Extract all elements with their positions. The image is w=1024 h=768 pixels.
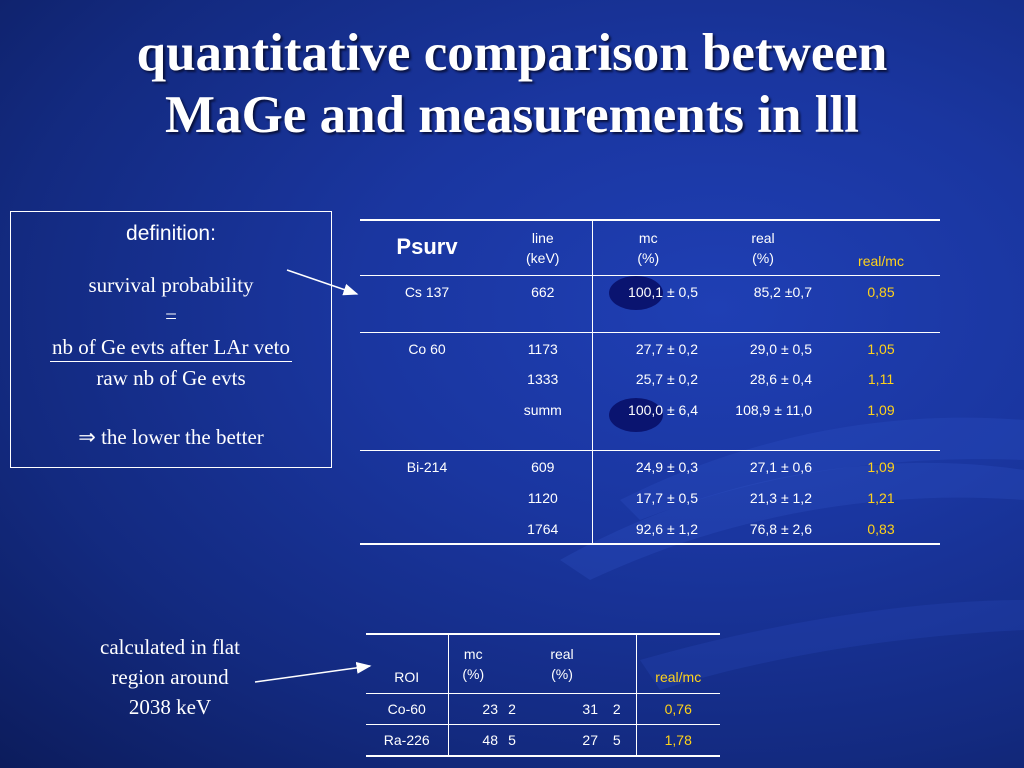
source-cell: Bi-214 [406,459,448,475]
header-ratio: real/mc [858,253,904,269]
header-psurv: Psurv [396,234,458,259]
table-row: Co-60 23 2 31 2 0,76 [366,693,720,725]
ratio-cell: 0,85 [867,284,895,300]
ratio-cell: 1,11 [867,371,895,387]
calculation-note: calculated in flat region around 2038 ke… [70,632,270,722]
definition-conclusion: ⇒ the lower the better [11,422,331,453]
definition-equals: = [165,304,177,328]
table-row: 1333 25,7 ± 0,2 28,6 ± 0,4 1,11 [360,363,940,394]
ratio-cell: 1,09 [867,402,895,418]
ratio-cell: 1,78 [635,724,720,757]
mc-err-cell: 2 [498,693,526,725]
real-cell: 76,8 ± 2,6 [704,512,822,545]
real-cell: 31 [526,693,598,725]
real-cell: 85,2 ±0,7 [753,284,812,300]
mc-cell: 25,7 ± 0,2 [591,363,704,394]
table-row: Bi-214 609 24,9 ± 0,3 27,1 ± 0,6 1,09 [360,450,940,482]
real-err-cell: 5 [598,724,636,757]
header-line: line [531,230,554,246]
table-row: 1120 17,7 ± 0,5 21,3 ± 1,2 1,21 [360,481,940,513]
real-cell: 108,9 ± 11,0 [735,402,812,418]
slide-title: quantitative comparison between MaGe and… [0,22,1024,146]
mc-cell: 100,1 ± 0,5 [591,275,704,307]
arrow-note-to-roi-table [254,661,372,683]
conclusion-text: the lower the better [101,425,264,449]
header-mc: mc [463,646,483,662]
header-mc: mc [638,230,658,246]
roi-header-row: ROI mc (%) real (%) real/mc [366,633,720,694]
mc-cell: 92,6 ± 1,2 [591,512,704,545]
table-row: Cs 137 662 100,1 ± 0,5 85,2 ±0,7 0,85 [360,275,940,307]
line-cell: 662 [531,284,555,300]
header-mc-unit: (%) [462,666,485,682]
real-cell: 21,3 ± 1,2 [749,489,812,506]
group-spacer [360,306,940,333]
group-spacer [360,425,940,451]
mc-cell: 100,0 ± 6,4 [591,394,704,425]
table-row: Ra-226 48 5 27 5 1,78 [366,724,720,757]
line-cell: 609 [531,459,555,475]
mc-cell: 27,7 ± 0,2 [591,332,704,363]
roi-cell: Co-60 [366,693,448,725]
survival-probability-table: Psurv line (keV) mc (%) real (%) real/mc Cs… [360,219,940,545]
ratio-cell: 1,05 [867,340,895,357]
ratio-cell: 1,09 [867,459,895,475]
mc-err-cell: 5 [498,724,526,757]
implies-icon: ⇒ [78,425,96,449]
header-real-unit: (%) [551,666,573,682]
line-cell: 1333 [527,371,559,387]
header-real: real [751,230,775,246]
ratio-cell: 0,83 [822,512,940,545]
mc-cell: 17,7 ± 0,5 [591,481,704,513]
source-cell: Cs 137 [404,284,450,300]
line-cell: 1173 [527,340,558,357]
line-cell: 1120 [527,489,558,506]
header-real: real [550,646,574,662]
mc-cell: 23 [447,693,498,725]
real-err-cell: 2 [598,693,636,725]
table-row: 1764 92,6 ± 1,2 76,8 ± 2,6 0,83 [360,512,940,545]
definition-numerator: nb of Ge evts after LAr veto [50,334,292,362]
header-roi: ROI [366,633,448,694]
mc-cell: 48 [447,724,498,757]
source-cell: Co 60 [408,340,446,357]
title-line-2: MaGe and measurements in lll [165,86,859,144]
title-line-1: quantitative comparison between [136,24,888,82]
note-line-1: calculated in flat [100,635,240,659]
roi-cell: Ra-226 [366,724,448,757]
roi-table: ROI mc (%) real (%) real/mc Co-60 23 2 31 … [366,633,720,757]
line-cell: 1764 [494,512,592,545]
real-cell: 29,0 ± 0,5 [749,340,812,357]
real-cell: 28,6 ± 0,4 [749,371,812,387]
ratio-cell: 0,76 [635,693,720,725]
note-line-2: region around [111,665,229,689]
table-header-row: Psurv line (keV) mc (%) real (%) real/mc [360,219,940,276]
definition-heading: definition: [126,222,216,245]
ratio-cell: 1,21 [867,489,895,506]
header-mc-unit: (%) [637,250,660,266]
line-cell: summ [523,402,562,418]
table-row: summ 100,0 ± 6,4 108,9 ± 11,0 1,09 [360,394,940,425]
header-line-unit: (keV) [526,250,560,266]
definition-denominator: raw nb of Ge evts [96,366,246,390]
header-real-unit: (%) [752,250,774,266]
table-row: Co 60 1173 27,7 ± 0,2 29,0 ± 0,5 1,05 [360,332,940,363]
definition-line-1: survival probability [88,273,254,297]
note-line-3: 2038 keV [128,695,212,719]
real-cell: 27,1 ± 0,6 [749,459,812,475]
header-ratio: real/mc [655,669,702,685]
definition-box: definition: survival probability = nb of… [10,211,332,468]
mc-cell: 24,9 ± 0,3 [591,450,704,482]
real-cell: 27 [526,724,598,757]
